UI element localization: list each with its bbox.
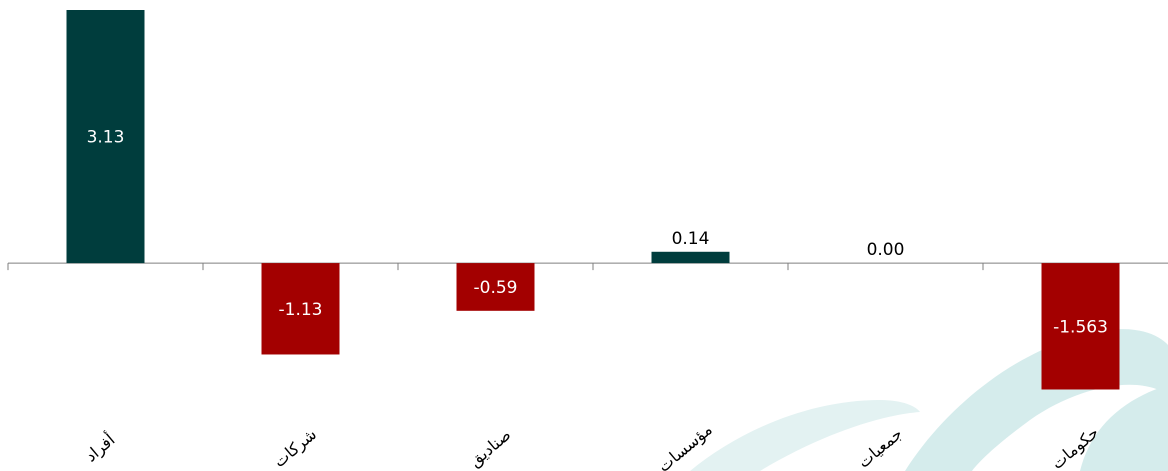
data-label: -1.13: [279, 300, 323, 320]
bars-layer: [66, 10, 1120, 390]
category-label: صناديق: [465, 425, 515, 471]
bar-4: [651, 251, 730, 264]
bar-1: [66, 10, 145, 264]
data-label: -0.59: [474, 278, 518, 298]
data-label: -1.563: [1053, 317, 1108, 337]
bar-3: [456, 263, 535, 311]
value-labels-layer: 3.13 -1.13 -0.59 0.14 0.00 -1.563: [87, 128, 1108, 338]
category-label: أفراد: [81, 429, 119, 466]
data-label: 3.13: [87, 128, 125, 148]
data-label: 0.00: [867, 240, 905, 260]
category-label: شركات: [270, 425, 321, 471]
axis-layer: [7, 262, 1168, 271]
bar-2: [261, 263, 340, 355]
bar-6: [1041, 263, 1120, 390]
data-label: 0.14: [672, 229, 710, 249]
category-label: جمعيات: [854, 424, 906, 471]
